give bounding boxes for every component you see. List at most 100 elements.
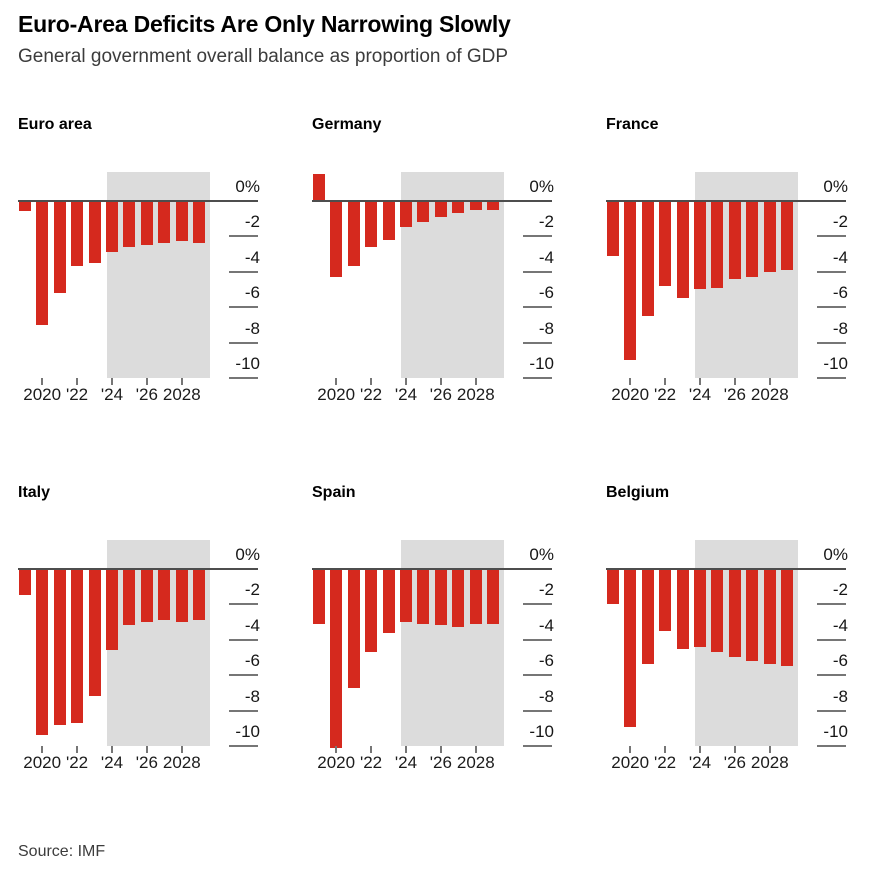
y-axis-label: -2 (832, 580, 848, 600)
y-axis-label: -8 (244, 318, 260, 338)
x-axis-tick-mark (664, 378, 667, 386)
x-axis-label: '22 (359, 753, 383, 772)
y-axis-tick-dash (523, 270, 552, 273)
y-axis-tick-dash (817, 270, 846, 273)
bar-2022 (365, 200, 378, 247)
y-axis-tick-dash (523, 745, 552, 748)
y-axis-tick-dash (523, 603, 552, 606)
x-axis-label: '22 (359, 385, 383, 404)
y-axis-label: -8 (244, 686, 260, 706)
chart-panel-spain: Spain 0% -2 -4 -6 -8 -10 2020'22 '24 '26 2028 (312, 484, 564, 784)
bar-2023 (676, 200, 689, 299)
bar-2023 (88, 568, 101, 697)
x-axis-tick-mark (41, 746, 44, 754)
bar-2019 (606, 200, 619, 256)
page-title: Euro-Area Deficits Are Only Narrowing Sl… (18, 11, 511, 37)
x-axis-tick-mark (370, 746, 373, 754)
x-axis-tick-mark (698, 746, 701, 754)
bar-2027-forecast (158, 200, 171, 244)
x-axis-label: 2028 (456, 385, 495, 404)
y-axis-label: -6 (244, 651, 260, 671)
zero-baseline (312, 199, 552, 202)
y-axis-label: -6 (538, 283, 554, 303)
bar-2029-forecast (193, 568, 206, 621)
x-axis-tick-mark (180, 746, 183, 754)
y-axis-tick-dash (229, 341, 258, 344)
x-axis-tick-mark (698, 378, 701, 386)
bar-2028-forecast (175, 568, 188, 622)
x-axis-tick-mark (335, 378, 338, 386)
y-axis-label: 0% (529, 544, 554, 564)
x-axis-tick-mark (629, 746, 632, 754)
bar-2021 (53, 568, 66, 725)
x-axis-tick-mark (110, 746, 113, 754)
bar-2022 (365, 568, 378, 653)
bar-2020 (36, 200, 49, 325)
x-axis-label: '22 (653, 385, 677, 404)
y-axis-label: -6 (832, 283, 848, 303)
chart-panel-euro-area: Euro area 0% -2 -4 -6 -8 -10 2020'22 '24 '26 2028 (18, 116, 270, 416)
y-axis-label: -2 (538, 580, 554, 600)
y-axis-label: 0% (529, 176, 554, 196)
y-axis-label: -6 (244, 283, 260, 303)
source-attribution: Source: IMF (18, 843, 106, 860)
bar-2020 (330, 200, 343, 277)
bar-2019 (606, 568, 619, 605)
zero-baseline (312, 567, 552, 570)
y-axis-tick-dash (523, 235, 552, 238)
x-axis-label: '26 (723, 753, 746, 772)
y-axis-label: -8 (832, 686, 848, 706)
y-axis-tick-dash (523, 377, 552, 380)
y-axis-tick-dash (523, 638, 552, 641)
x-axis-tick-mark (629, 378, 632, 386)
x-axis-label: '24 (100, 753, 124, 772)
y-axis-label: 0% (823, 544, 848, 564)
bar-2028-forecast (175, 200, 188, 242)
bar-2024-forecast (399, 568, 412, 622)
panel-title: Belgium (606, 484, 670, 501)
bar-2021 (641, 200, 654, 316)
x-axis-label: 2020 (23, 385, 62, 404)
y-axis-tick-dash (817, 341, 846, 344)
bar-2025-forecast (123, 568, 136, 626)
bar-2026-forecast (434, 200, 447, 217)
chart-panel-france: France 0% -2 -4 -6 -8 -10 2020'22 '24 '26 2028 (606, 116, 858, 416)
bar-2025-forecast (123, 200, 136, 247)
bar-2022 (659, 568, 672, 631)
bar-2024-forecast (693, 568, 706, 647)
x-axis-label: '22 (653, 753, 677, 772)
y-axis-tick-dash (817, 709, 846, 712)
panel-title: Spain (312, 484, 356, 501)
x-axis-label: '24 (688, 753, 712, 772)
y-axis-tick-dash (817, 235, 846, 238)
y-axis-tick-dash (817, 674, 846, 677)
x-axis-tick-mark (404, 746, 407, 754)
y-axis-label: -10 (529, 354, 554, 374)
x-axis-label: '24 (394, 753, 418, 772)
bar-2021 (347, 200, 360, 267)
y-axis-label: 0% (235, 544, 260, 564)
zero-baseline (18, 199, 258, 202)
y-axis-tick-dash (523, 306, 552, 309)
x-axis-label: '24 (100, 385, 124, 404)
bar-2023 (676, 568, 689, 649)
y-axis-tick-dash (229, 377, 258, 380)
bar-2026-forecast (434, 568, 447, 626)
x-axis-tick-mark (439, 378, 442, 386)
bar-2024-forecast (105, 200, 118, 253)
x-axis-label: 2020 (317, 753, 356, 772)
y-axis-label: -2 (244, 212, 260, 232)
x-axis-tick-mark (733, 746, 736, 754)
x-axis-label: '24 (394, 385, 418, 404)
bar-2022 (71, 200, 84, 267)
bar-2022 (71, 568, 84, 723)
y-axis-label: -4 (832, 615, 848, 635)
bar-2029-forecast (487, 568, 500, 624)
y-axis-label: -8 (538, 686, 554, 706)
y-axis-label: -4 (244, 247, 260, 267)
bar-2026-forecast (728, 200, 741, 279)
bar-2020 (624, 200, 637, 361)
y-axis-label: -2 (832, 212, 848, 232)
bar-2019 (312, 568, 325, 624)
y-axis-tick-dash (229, 270, 258, 273)
